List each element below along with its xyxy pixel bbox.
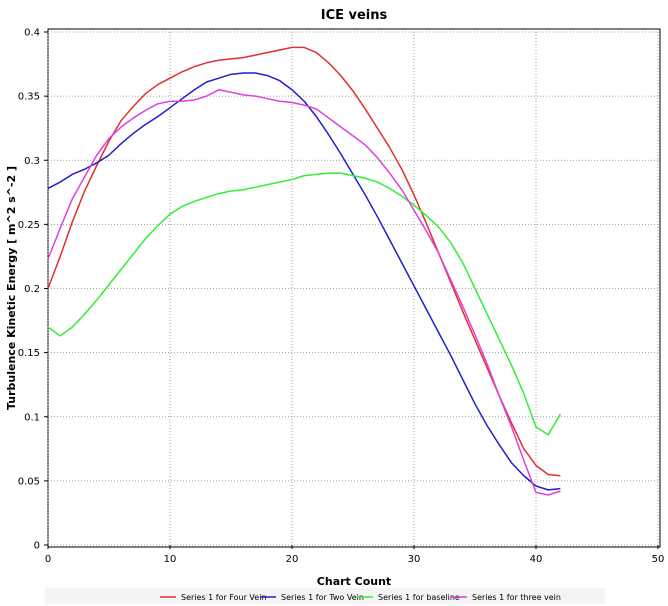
legend-box — [45, 588, 605, 604]
x-tick-label: 30 — [408, 554, 421, 565]
x-axis-title: Chart Count — [317, 575, 391, 588]
x-tick-label: 40 — [530, 554, 543, 565]
legend-label: Series 1 for Two Vein — [281, 593, 364, 602]
y-tick-label: 0.35 — [18, 92, 40, 103]
y-tick-label: 0.3 — [24, 156, 40, 167]
chart-title: ICE veins — [321, 8, 388, 23]
y-tick-label: 0.05 — [18, 476, 40, 487]
y-tick-label: 0.4 — [24, 28, 40, 39]
plot-area — [47, 28, 661, 548]
axis-ticks: 0 0.05 0.1 0.15 0.2 0.25 0.3 0.35 0.4 0 10 20 30 40 50 — [18, 28, 665, 566]
legend: Series 1 for Four Vein Series 1 for Two V… — [160, 593, 561, 602]
y-tick-label: 0.15 — [18, 348, 40, 359]
y-tick-label: 0.25 — [18, 220, 40, 231]
x-tick-label: 0 — [45, 554, 51, 565]
series-line-4 — [47, 88, 561, 496]
x-tick-label: 50 — [652, 554, 665, 565]
legend-label: Series 1 for baseline — [378, 593, 460, 602]
legend-label: Series 1 for three vein — [472, 593, 561, 602]
series-group — [47, 46, 562, 496]
y-tick-label: 0.1 — [24, 412, 40, 423]
y-tick-label: 0.2 — [24, 284, 40, 295]
y-axis-title: Turbulence Kinetic Energy [ m^2 s^-2 ] — [5, 166, 18, 410]
series-line-3 — [47, 172, 562, 436]
x-tick-label: 10 — [164, 554, 177, 565]
legend-label: Series 1 for Four Vein — [181, 593, 267, 602]
series-line-1 — [47, 46, 561, 477]
series-line-2 — [47, 72, 561, 491]
x-tick-label: 20 — [286, 554, 299, 565]
y-tick-label: 0 — [34, 541, 40, 552]
